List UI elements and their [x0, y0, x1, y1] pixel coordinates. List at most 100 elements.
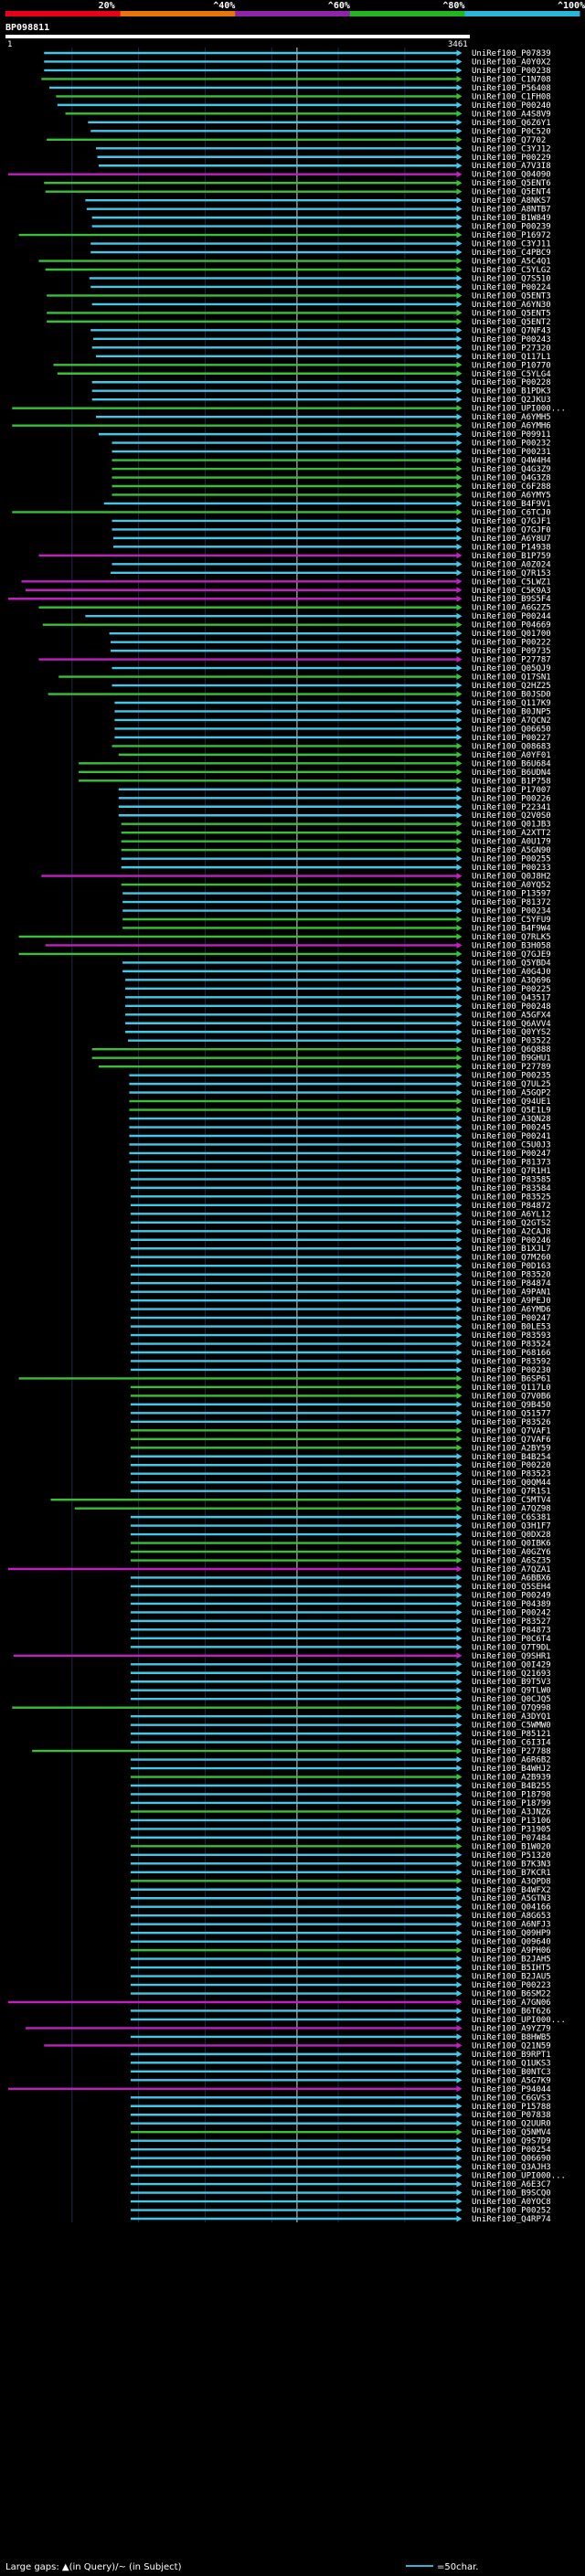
hit-row[interactable]: UniRef100_Q7VAF1	[130, 1426, 551, 1436]
hit-label[interactable]: UniRef100_P17007	[472, 786, 551, 795]
hit-row[interactable]: UniRef100_Q5ENT2	[47, 318, 551, 327]
hit-label[interactable]: UniRef100_B6U684	[472, 759, 551, 769]
hit-row[interactable]: UniRef100_P51320	[130, 1851, 551, 1860]
hit-row[interactable]: UniRef100_P83525	[130, 1193, 551, 1202]
hit-label[interactable]: UniRef100_B4WFX2	[472, 1886, 551, 1895]
hit-row[interactable]: UniRef100_Q5ENT4	[45, 188, 551, 197]
hit-label[interactable]: UniRef100_P00240	[472, 101, 551, 111]
hit-label[interactable]: UniRef100_Q51577	[472, 1409, 551, 1418]
hit-label[interactable]: UniRef100_Q4W4H4	[472, 457, 551, 466]
hit-label[interactable]: UniRef100_A0YQ52	[472, 881, 551, 890]
hit-label[interactable]: UniRef100_B4F9V1	[472, 500, 551, 509]
hit-label[interactable]: UniRef100_Q4RP74	[472, 2215, 551, 2224]
hit-label[interactable]: UniRef100_A4S8V9	[472, 110, 551, 119]
hit-label[interactable]: UniRef100_P00235	[472, 1072, 551, 1081]
hit-label[interactable]: UniRef100_Q6AVV4	[472, 1020, 551, 1029]
hit-label[interactable]: UniRef100_Q2V0S0	[472, 811, 551, 821]
hit-row[interactable]: UniRef100_P14938	[112, 543, 551, 552]
hit-row[interactable]: UniRef100_Q21693	[130, 1670, 551, 1679]
hit-row[interactable]: UniRef100_Q5ENT3	[47, 292, 551, 301]
hit-label[interactable]: UniRef100_B4WHJ2	[472, 1765, 551, 1774]
hit-row[interactable]: UniRef100_C6F288	[112, 482, 551, 492]
hit-row[interactable]: UniRef100_A6G2Z5	[38, 604, 551, 613]
hit-label[interactable]: UniRef100_A7V3I8	[472, 162, 551, 171]
hit-label[interactable]: UniRef100_UPI000...	[472, 405, 566, 414]
hit-label[interactable]: UniRef100_P0C6T4	[472, 1635, 551, 1644]
hit-row[interactable]: UniRef100_Q7M260	[130, 1254, 551, 1263]
hit-row[interactable]: UniRef100_A0YQ52	[121, 881, 551, 890]
hit-label[interactable]: UniRef100_P81372	[472, 898, 551, 907]
hit-row[interactable]: UniRef100_C3YJ12	[96, 144, 551, 154]
hit-row[interactable]: UniRef100_C1N708	[41, 75, 551, 84]
hit-row[interactable]: UniRef100_C5U0J3	[129, 1140, 551, 1150]
hit-label[interactable]: UniRef100_Q7Q998	[472, 1704, 551, 1713]
hit-row[interactable]: UniRef100_P04669	[42, 621, 551, 631]
hit-row[interactable]: UniRef100_B9S5F4	[7, 595, 551, 604]
hit-row[interactable]: UniRef100_Q08683	[112, 742, 551, 751]
hit-row[interactable]: UniRef100_Q09640	[130, 1938, 551, 1947]
hit-label[interactable]: UniRef100_A3Q696	[472, 976, 551, 985]
hit-row[interactable]: UniRef100_P03522	[127, 1037, 551, 1046]
hit-label[interactable]: UniRef100_P04669	[472, 621, 551, 631]
hit-label[interactable]: UniRef100_Q7R1S1	[472, 1488, 551, 1497]
hit-row[interactable]: UniRef100_P13106	[130, 1817, 551, 1826]
hit-label[interactable]: UniRef100_P83523	[472, 1470, 551, 1479]
hit-row[interactable]: UniRef100_P00241	[129, 1132, 551, 1141]
hit-label[interactable]: UniRef100_P00243	[472, 335, 551, 345]
hit-row[interactable]: UniRef100_B1W849	[91, 214, 551, 223]
hit-label[interactable]: UniRef100_A6BBX6	[472, 1574, 551, 1583]
hit-label[interactable]: UniRef100_Q9S7D9	[472, 2137, 551, 2147]
hit-row[interactable]: UniRef100_P00229	[97, 154, 551, 163]
hit-label[interactable]: UniRef100_Q09640	[472, 1938, 551, 1947]
hit-row[interactable]: UniRef100_A8NKS7	[85, 196, 551, 206]
hit-row[interactable]: UniRef100_Q7VAF6	[130, 1436, 551, 1445]
hit-row[interactable]: UniRef100_Q2HZ25	[112, 682, 551, 691]
hit-row[interactable]: UniRef100_Q0I429	[130, 1660, 551, 1670]
hit-label[interactable]: UniRef100_A8NKS7	[472, 196, 551, 206]
hit-row[interactable]: UniRef100_B1XJL7	[130, 1245, 551, 1254]
hit-row[interactable]: UniRef100_P09735	[111, 647, 551, 656]
hit-label[interactable]: UniRef100_A5GTN3	[472, 1894, 551, 1903]
hit-row[interactable]: UniRef100_A3Q696	[125, 976, 551, 985]
hit-label[interactable]: UniRef100_C5YFU9	[472, 916, 551, 925]
hit-label[interactable]: UniRef100_Q43517	[472, 993, 551, 1002]
hit-row[interactable]: UniRef100_B3H058	[45, 941, 551, 950]
hit-row[interactable]: UniRef100_Q7R153	[111, 569, 551, 578]
hit-row[interactable]: UniRef100_Q5SEH4	[130, 1583, 551, 1592]
hit-label[interactable]: UniRef100_P14938	[472, 543, 551, 552]
hit-label[interactable]: UniRef100_P83525	[472, 1193, 551, 1202]
hit-label[interactable]: UniRef100_P27787	[472, 656, 551, 665]
hit-row[interactable]: UniRef100_Q4W4H4	[112, 457, 551, 466]
hit-label[interactable]: UniRef100_P00244	[472, 612, 551, 621]
hit-label[interactable]: UniRef100_C4PBC9	[472, 249, 551, 258]
hit-row[interactable]: UniRef100_Q5E1L9	[129, 1107, 551, 1116]
hit-row[interactable]: UniRef100_Q7GJE9	[18, 950, 551, 959]
hit-row[interactable]: UniRef100_A5C4Q1	[38, 258, 551, 267]
hit-row[interactable]: UniRef100_Q7GJF1	[112, 517, 551, 526]
hit-label[interactable]: UniRef100_Q7T9DL	[472, 1643, 551, 1652]
hit-row[interactable]: UniRef100_P07839	[44, 49, 551, 58]
hit-row[interactable]: UniRef100_A5G7K9	[130, 2076, 551, 2085]
hit-label[interactable]: UniRef100_A9PH06	[472, 1946, 551, 1956]
hit-row[interactable]: UniRef100_Q04166	[130, 1903, 551, 1913]
hit-label[interactable]: UniRef100_B6T626	[472, 2007, 551, 2016]
hit-label[interactable]: UniRef100_P83592	[472, 1357, 551, 1366]
hit-row[interactable]: UniRef100_P00227	[114, 734, 551, 743]
hit-row[interactable]: UniRef100_Q09HP9	[130, 1929, 551, 1938]
hit-row[interactable]: UniRef100_P04389	[130, 1600, 551, 1609]
hit-row[interactable]: UniRef100_P81372	[122, 898, 551, 907]
hit-label[interactable]: UniRef100_Q7V0B6	[472, 1392, 551, 1401]
hit-row[interactable]: UniRef100_P83524	[130, 1341, 551, 1350]
hit-row[interactable]: UniRef100_P00244	[85, 612, 551, 621]
hit-row[interactable]: UniRef100_A5GFX4	[125, 1011, 551, 1020]
hit-label[interactable]: UniRef100_B6SP61	[472, 1374, 551, 1383]
hit-row[interactable]: UniRef100_Q06690	[130, 2155, 551, 2164]
hit-label[interactable]: UniRef100_C6GVS3	[472, 2094, 551, 2103]
hit-label[interactable]: UniRef100_A3JNZ6	[472, 1807, 551, 1817]
hit-row[interactable]: UniRef100_P27788	[32, 1747, 551, 1756]
hit-label[interactable]: UniRef100_A3DYQ1	[472, 1712, 551, 1722]
hit-row[interactable]: UniRef100_B6UDN4	[79, 769, 551, 778]
hit-row[interactable]: UniRef100_P00252	[130, 2207, 551, 2216]
hit-row[interactable]: UniRef100_A3QPD8	[130, 1877, 551, 1886]
hit-label[interactable]: UniRef100_P31905	[472, 1825, 551, 1834]
